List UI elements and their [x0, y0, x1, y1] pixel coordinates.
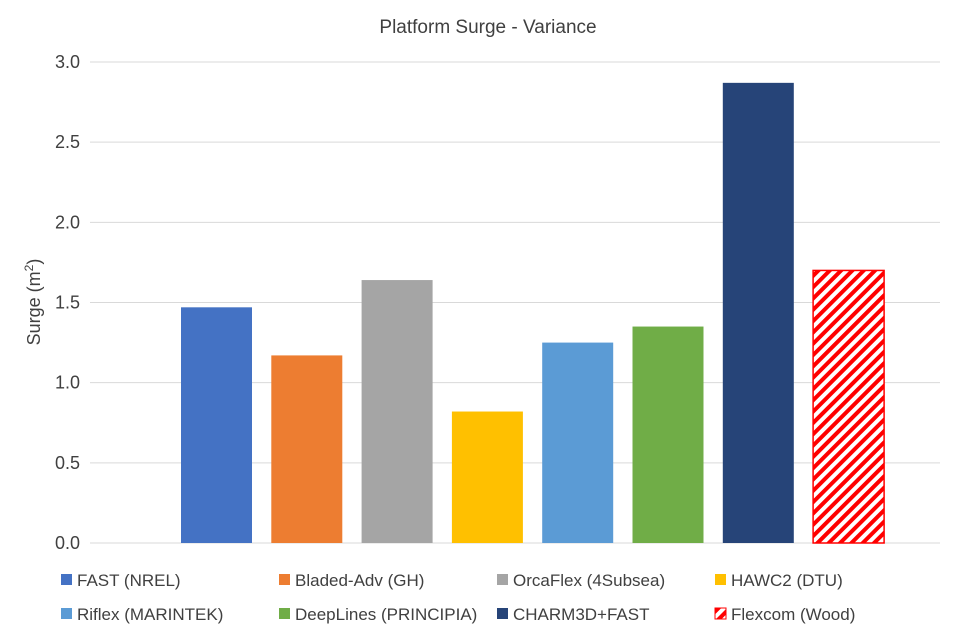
legend-label: HAWC2 (DTU): [731, 571, 843, 590]
y-tick-label: 3.0: [55, 52, 80, 72]
bar: [451, 411, 523, 543]
chart-title: Platform Surge - Variance: [379, 17, 596, 38]
legend-swatch: [714, 607, 727, 620]
legend-label: Bladed-Adv (GH): [295, 571, 424, 590]
y-tick-label: 2.5: [55, 132, 80, 152]
y-tick-label: 2.0: [55, 212, 80, 232]
legend-swatch: [61, 608, 72, 619]
legend-swatch: [279, 608, 290, 619]
bar: [181, 307, 252, 543]
legend-label: Flexcom (Wood): [731, 605, 855, 624]
legend-label: OrcaFlex (4Subsea): [513, 571, 665, 590]
y-axis-label-superscript: 2: [22, 264, 36, 271]
legend-label: CHARM3D+FAST: [513, 605, 650, 624]
legend-swatch: [497, 608, 508, 619]
y-tick-label: 1.5: [55, 293, 80, 313]
legend-swatch: [61, 574, 72, 585]
legend-label: DeepLines (PRINCIPIA): [295, 605, 477, 624]
bar: [812, 269, 885, 544]
y-axis-label-end: ): [24, 259, 44, 265]
legend: FAST (NREL) Bladed-Adv (GH) OrcaFlex (4Sub…: [61, 571, 855, 624]
y-tick-label: 0.5: [55, 453, 80, 473]
y-tick-label: 1.0: [55, 373, 80, 393]
legend-swatch: [497, 574, 508, 585]
legend-swatch: [715, 574, 726, 585]
legend-swatch: [279, 574, 290, 585]
bar: [722, 82, 794, 544]
bar: [632, 326, 704, 543]
y-axis-label: Surge (m2): [22, 259, 44, 346]
bar: [271, 355, 343, 543]
legend-label: FAST (NREL): [77, 571, 181, 590]
y-tick-label: 0.0: [55, 533, 80, 553]
bars: [181, 82, 885, 544]
y-tick-labels: 0.0 0.5 1.0 1.5 2.0 2.5 3.0: [55, 52, 80, 553]
bar: [361, 280, 433, 543]
bar: [542, 342, 614, 543]
legend-label: Riflex (MARINTEK): [77, 605, 223, 624]
y-axis-label-base: Surge (m: [24, 271, 44, 345]
